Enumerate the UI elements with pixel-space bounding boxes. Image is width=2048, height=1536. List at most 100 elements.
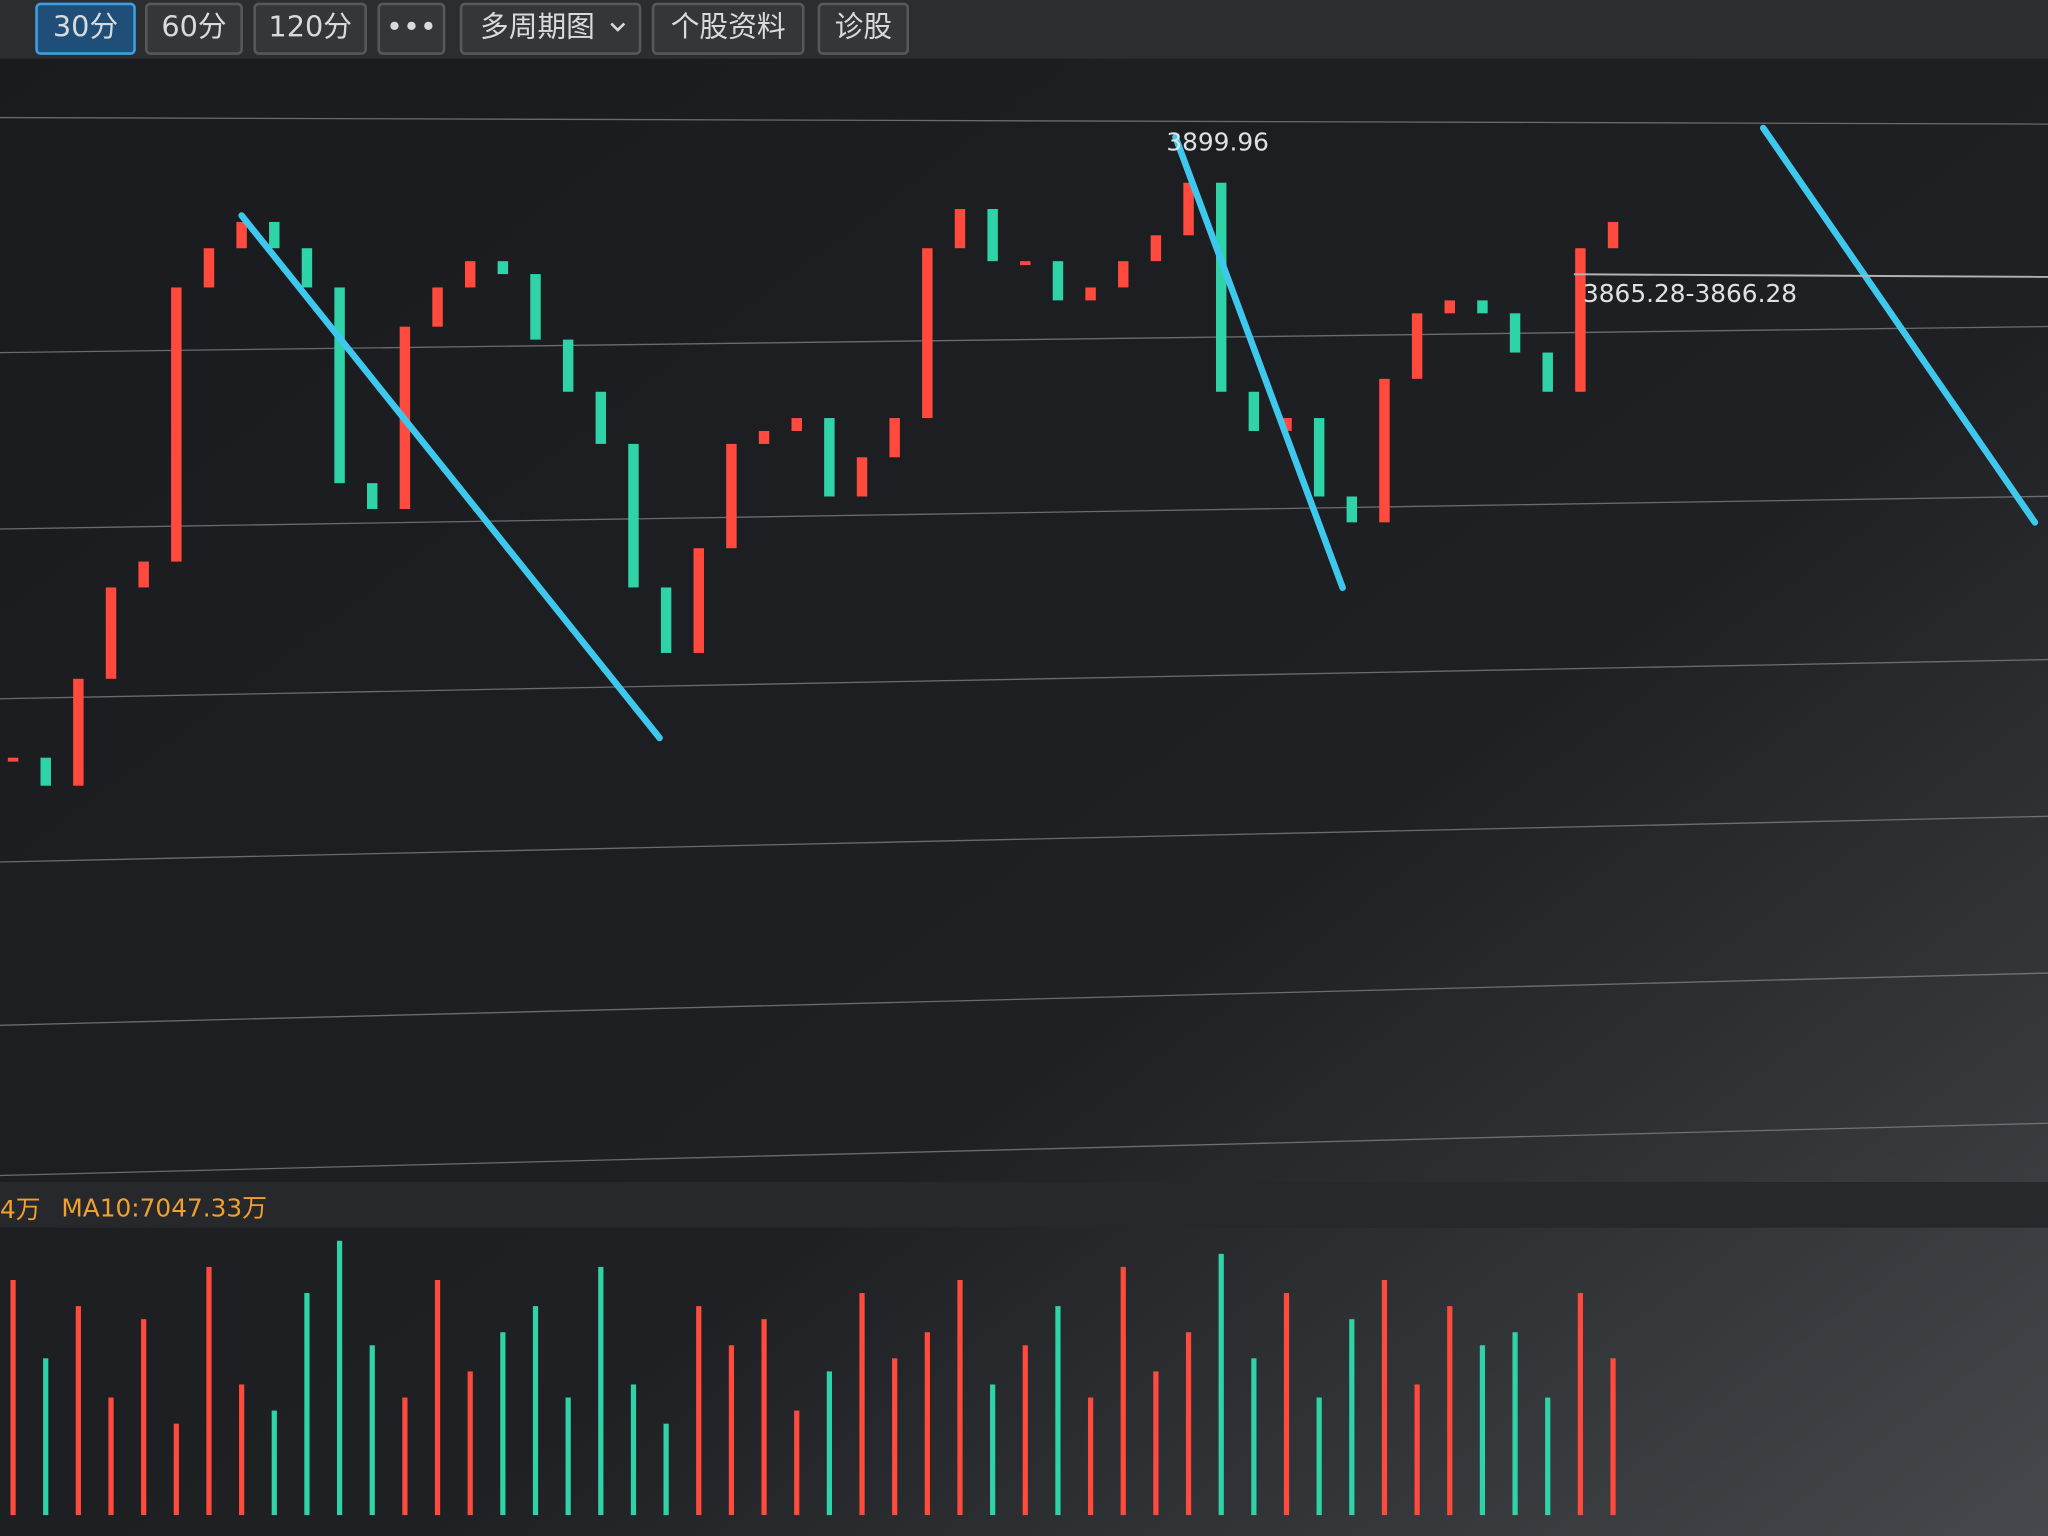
volume-bar bbox=[1545, 1397, 1551, 1516]
toolbar-button[interactable]: 诊股 bbox=[817, 2, 910, 55]
volume-bar bbox=[532, 1306, 539, 1516]
candle bbox=[791, 418, 802, 431]
volume-bar bbox=[500, 1332, 506, 1516]
button-frame bbox=[377, 2, 446, 55]
button-frame bbox=[651, 2, 805, 55]
button-label: 60分 bbox=[161, 10, 226, 44]
volume-bar bbox=[206, 1266, 212, 1516]
volume-bar bbox=[1349, 1319, 1355, 1516]
volume-bar bbox=[1251, 1358, 1257, 1516]
volume-bar bbox=[43, 1358, 49, 1516]
volume-bar bbox=[1610, 1358, 1616, 1516]
range-line bbox=[1573, 273, 2048, 278]
high-label: 3899.96 bbox=[1166, 128, 1269, 157]
volume-bar bbox=[271, 1410, 277, 1516]
candle bbox=[1313, 418, 1325, 497]
candle bbox=[171, 287, 182, 562]
volume-bar bbox=[336, 1240, 343, 1516]
volume-bar bbox=[467, 1371, 473, 1516]
volume-bar bbox=[630, 1384, 637, 1516]
volume-bar bbox=[75, 1306, 81, 1516]
volume-bar bbox=[565, 1397, 571, 1516]
candle bbox=[628, 443, 639, 588]
candle bbox=[40, 757, 51, 786]
volume-bar bbox=[1055, 1306, 1061, 1516]
button-label: 120分 bbox=[268, 10, 352, 44]
button-label: 30分 bbox=[53, 10, 118, 44]
toolbar-button[interactable]: 多周期图 bbox=[459, 2, 642, 55]
candle bbox=[1379, 378, 1390, 523]
candle bbox=[7, 757, 19, 762]
volume-bar bbox=[141, 1319, 147, 1516]
volume-bar bbox=[892, 1358, 898, 1516]
toolbar-button[interactable]: 120分 bbox=[253, 2, 368, 55]
toolbar-button[interactable]: 60分 bbox=[144, 2, 243, 55]
volume-bar bbox=[1218, 1253, 1224, 1516]
candle bbox=[1575, 248, 1586, 392]
candle bbox=[530, 274, 541, 340]
volume-legend: 4万 bbox=[0, 1195, 41, 1224]
volume-bar bbox=[696, 1306, 702, 1516]
candle bbox=[595, 391, 607, 444]
candle bbox=[693, 548, 704, 653]
volume-bar bbox=[1185, 1332, 1192, 1516]
candle bbox=[1215, 182, 1227, 392]
volume-bar bbox=[957, 1279, 963, 1516]
candle bbox=[1477, 300, 1488, 314]
candle bbox=[105, 587, 117, 679]
candle bbox=[889, 418, 900, 458]
button-frame bbox=[817, 2, 910, 55]
volume-bar bbox=[1577, 1293, 1583, 1516]
candle bbox=[1411, 313, 1423, 379]
candle bbox=[1542, 352, 1553, 392]
candle bbox=[1052, 261, 1064, 301]
volume-bar bbox=[239, 1384, 245, 1516]
candle bbox=[1281, 418, 1292, 431]
candle bbox=[138, 561, 149, 588]
candle bbox=[1607, 221, 1619, 249]
volume-bar bbox=[761, 1319, 767, 1516]
trend-lines bbox=[238, 124, 2039, 742]
dropdown-chevron bbox=[610, 22, 626, 32]
toolbar-button[interactable]: 30分 bbox=[35, 2, 136, 55]
candle bbox=[1150, 235, 1162, 262]
volume-bar bbox=[1512, 1332, 1518, 1516]
button-label: 个股资料 bbox=[671, 10, 786, 44]
volume-bar bbox=[1087, 1397, 1094, 1516]
candle bbox=[203, 248, 215, 288]
volume-bar bbox=[173, 1423, 179, 1516]
candle bbox=[1020, 261, 1031, 266]
volume-bar bbox=[1120, 1266, 1126, 1516]
volume-bar bbox=[1316, 1397, 1322, 1516]
volume-bar bbox=[1414, 1384, 1420, 1516]
candle bbox=[856, 457, 868, 497]
candle bbox=[334, 287, 345, 484]
candle bbox=[367, 483, 378, 509]
toolbar-button[interactable]: 个股资料 bbox=[651, 2, 805, 55]
button-label: 诊股 bbox=[835, 10, 892, 44]
candle bbox=[1346, 496, 1358, 523]
button-label: 多周期图 bbox=[480, 10, 595, 44]
candle bbox=[1248, 391, 1260, 431]
candle bbox=[660, 587, 672, 653]
candle bbox=[269, 221, 280, 249]
candle bbox=[758, 430, 770, 444]
candle bbox=[1085, 287, 1096, 301]
candle bbox=[236, 221, 247, 249]
volume-bar bbox=[826, 1371, 832, 1516]
volume-bar bbox=[663, 1423, 669, 1516]
volume-legend: MA10:7047.33万 bbox=[61, 1193, 267, 1222]
volume-header bbox=[0, 1182, 2048, 1228]
toolbar-button[interactable]: ••• bbox=[377, 2, 446, 55]
button-label: ••• bbox=[386, 10, 437, 44]
volume-bar bbox=[304, 1293, 310, 1516]
volume-bar bbox=[598, 1266, 604, 1516]
volume-bar bbox=[728, 1345, 735, 1516]
candle bbox=[497, 261, 509, 275]
volume-bar bbox=[990, 1384, 996, 1516]
range-label: 3865.28-3866.28 bbox=[1583, 279, 1797, 308]
candle bbox=[1118, 261, 1129, 288]
volume-bar bbox=[10, 1279, 16, 1516]
volume-bar bbox=[1022, 1345, 1028, 1516]
button-frame bbox=[144, 2, 243, 55]
